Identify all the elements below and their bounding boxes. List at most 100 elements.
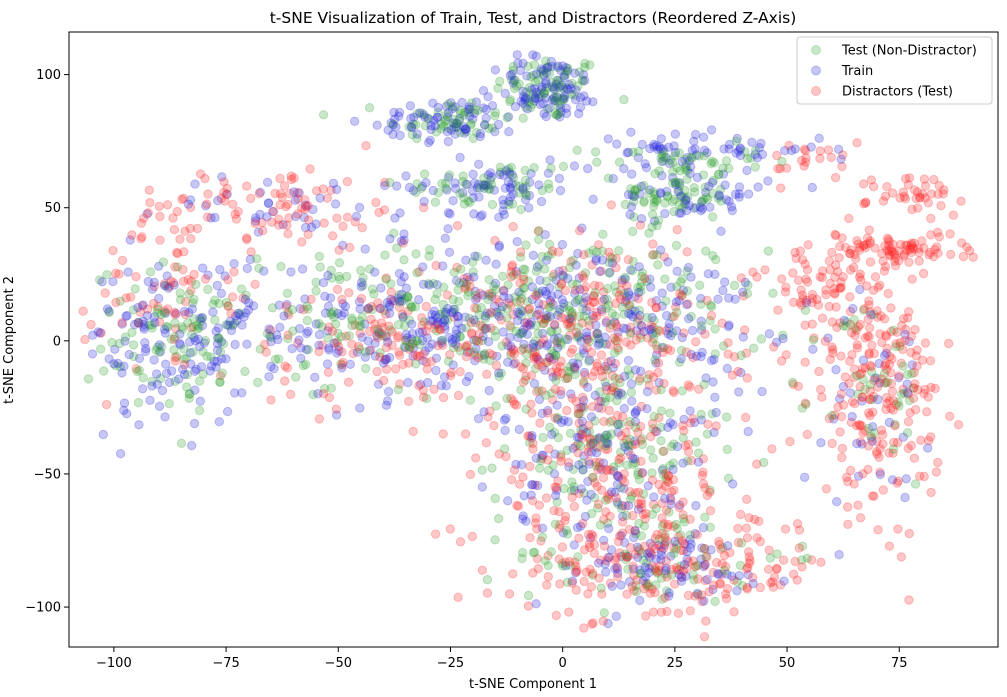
scatter-point [736, 350, 746, 361]
scatter-point [314, 346, 324, 357]
scatter-point [532, 524, 542, 534]
scatter-point [867, 491, 878, 501]
scatter-point [159, 324, 170, 335]
scatter-point [904, 307, 914, 317]
scatter-point [550, 482, 560, 492]
scatter-point [880, 378, 890, 388]
scatter-point [506, 184, 516, 194]
scatter-point [293, 187, 303, 198]
scatter-point [443, 356, 454, 366]
scatter-point [625, 210, 635, 220]
scatter-point [815, 272, 825, 282]
scatter-point [540, 315, 551, 325]
scatter-point [546, 249, 557, 259]
scatter-point [314, 330, 325, 340]
scatter-point [518, 264, 529, 274]
scatter-point [553, 476, 563, 486]
scatter-point [424, 114, 434, 124]
scatter-point [486, 307, 496, 318]
scatter-point [462, 342, 472, 352]
scatter-point [755, 536, 765, 547]
scatter-point [708, 212, 718, 222]
scatter-point [311, 186, 322, 196]
scatter-point [394, 347, 404, 357]
scatter-point [303, 345, 313, 355]
scatter-point [470, 350, 480, 360]
scatter-point [382, 297, 392, 308]
scatter-point [637, 139, 647, 150]
scatter-point [108, 276, 118, 287]
scatter-point [468, 193, 478, 203]
scatter-point [187, 329, 197, 340]
scatter-point [332, 284, 343, 295]
scatter-point [206, 352, 216, 362]
scatter-point [836, 154, 846, 165]
scatter-point [432, 280, 442, 290]
scatter-point [786, 145, 797, 156]
scatter-point [780, 287, 791, 297]
scatter-point [350, 320, 360, 330]
scatter-point [410, 302, 421, 312]
scatter-point [520, 265, 530, 275]
x-tick-label: −50 [325, 656, 352, 671]
scatter-point [816, 384, 826, 395]
scatter-point [403, 377, 413, 388]
scatter-point [469, 347, 479, 357]
scatter-point [907, 204, 917, 215]
scatter-point [275, 173, 285, 184]
scatter-point [843, 519, 853, 529]
scatter-point [589, 548, 599, 558]
scatter-point [172, 351, 182, 362]
scatter-point [154, 261, 164, 271]
scatter-point [910, 324, 920, 335]
scatter-point [552, 338, 562, 348]
scatter-point [102, 270, 112, 280]
scatter-point [404, 396, 414, 406]
scatter-point [596, 464, 607, 474]
scatter-point [860, 384, 870, 394]
scatter-point [355, 403, 365, 413]
scatter-point [550, 519, 561, 529]
scatter-point [630, 191, 640, 201]
scatter-point [472, 183, 483, 193]
scatter-point [592, 361, 602, 372]
scatter-point [535, 66, 546, 77]
scatter-point [885, 351, 895, 362]
scatter-point [736, 509, 746, 520]
scatter-point [652, 568, 663, 578]
scatter-point [623, 564, 633, 574]
scatter-point [458, 176, 468, 187]
scatter-point [649, 187, 659, 197]
scatter-point [573, 81, 583, 91]
scatter-point [875, 280, 885, 290]
scatter-point [859, 241, 869, 251]
scatter-point [870, 243, 880, 253]
scatter-point [442, 185, 452, 195]
scatter-point [746, 153, 756, 163]
scatter-point [626, 310, 636, 320]
scatter-point [159, 279, 170, 289]
scatter-point [551, 275, 561, 285]
scatter-point [640, 541, 650, 551]
scatter-point [546, 302, 556, 312]
scatter-point [520, 188, 530, 199]
scatter-point [827, 438, 837, 449]
scatter-point [446, 367, 456, 378]
scatter-point [588, 311, 598, 321]
scatter-point [537, 251, 547, 262]
scatter-point [516, 289, 526, 299]
scatter-point [228, 320, 238, 330]
scatter-point [572, 333, 583, 343]
scatter-point [800, 357, 810, 367]
scatter-point [180, 297, 191, 307]
scatter-point [234, 308, 245, 318]
scatter-point [124, 349, 134, 360]
scatter-point [322, 359, 333, 369]
scatter-point [530, 84, 540, 94]
scatter-point [293, 209, 303, 219]
scatter-point [636, 333, 646, 343]
scatter-point [808, 344, 818, 354]
scatter-point [853, 471, 864, 481]
scatter-point [709, 158, 719, 168]
scatter-point [663, 519, 673, 530]
